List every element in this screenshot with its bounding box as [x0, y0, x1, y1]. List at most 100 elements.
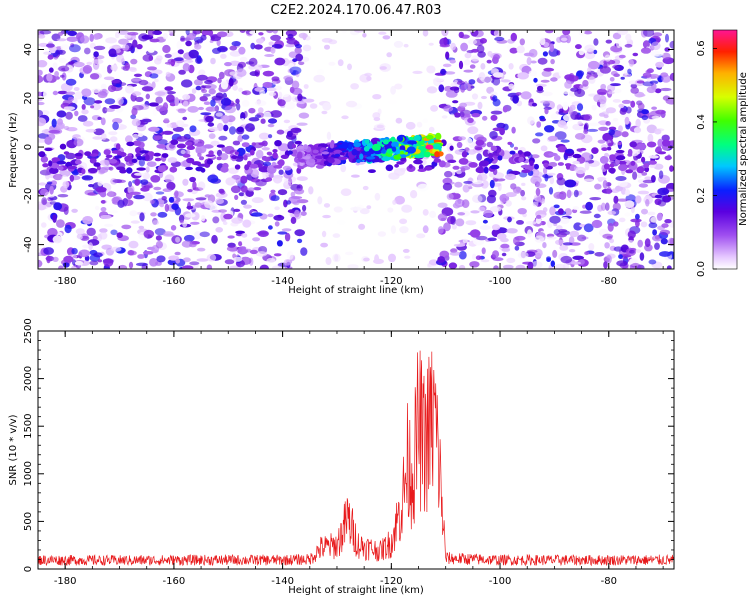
heatmap-cell [101, 65, 108, 74]
heatmap-cell [203, 93, 211, 97]
heatmap-cell [560, 139, 570, 143]
heatmap-cell [340, 164, 347, 173]
heatmap-cell [108, 131, 118, 136]
heatmap-cell [66, 36, 79, 42]
heatmap-cell [58, 57, 67, 63]
heatmap-cell [263, 111, 272, 119]
heatmap-cell [181, 79, 193, 88]
heatmap-cell [500, 79, 511, 83]
heatmap-cell [651, 115, 660, 120]
heatmap-cell [605, 39, 612, 44]
heatmap-cell [197, 247, 206, 252]
heatmap-cell [38, 109, 44, 117]
heatmap-cell [669, 40, 674, 49]
heatmap-cell [193, 79, 203, 86]
heatmap-cell [609, 77, 615, 82]
heatmap-cell [229, 71, 238, 76]
heatmap-cell [521, 169, 531, 174]
heatmap-cell [107, 190, 114, 198]
heatmap-cell [287, 150, 293, 155]
heatmap-cell [180, 149, 186, 155]
heatmap-cell [460, 84, 466, 93]
heatmap-cell [52, 235, 63, 244]
heatmap-cell [526, 57, 532, 66]
heatmap-cell [77, 115, 88, 122]
heatmap-cell [584, 44, 595, 52]
heatmap-cell [51, 157, 61, 163]
heatmap-cell [624, 200, 635, 208]
heatmap-cell [218, 71, 225, 80]
heatmap-cell [89, 33, 94, 42]
heatmap-cell [651, 175, 656, 183]
heatmap-panel: -180 -160 -140 -120 -100 -80 -40 -20 0 20 40 Heig… [8, 29, 675, 296]
heatmap-cell [531, 171, 543, 178]
heatmap-cell [100, 207, 107, 212]
heatmap-cell [266, 151, 273, 156]
heatmap-cell [350, 174, 360, 178]
heatmap-cell [155, 96, 163, 104]
heatmap-cell [454, 181, 463, 188]
heatmap-cell [625, 33, 632, 42]
heatmap-cell [259, 264, 269, 269]
heatmap-cell [249, 163, 259, 169]
heatmap-cell [55, 76, 60, 80]
heatmap-cell [164, 203, 170, 212]
heatmap-cell [247, 187, 255, 192]
heatmap-cell [63, 206, 69, 215]
heatmap-cell [527, 116, 535, 125]
heatmap-cell [661, 74, 671, 83]
heatmap-cell [457, 212, 466, 216]
heatmap-cell [576, 103, 584, 111]
heatmap-cell [91, 103, 101, 111]
heatmap-cell [324, 44, 330, 50]
heatmap-cell [594, 252, 605, 257]
heatmap-cell [651, 106, 657, 110]
heatmap-cell [637, 190, 650, 195]
heatmap-cell [167, 259, 177, 266]
heatmap-cell [664, 219, 672, 224]
heatmap-cell [541, 91, 553, 97]
heatmap-cell [38, 98, 43, 102]
heatmap-cell [258, 132, 270, 140]
y-tick-label: 40 [23, 43, 34, 56]
heatmap-cell [224, 259, 235, 265]
heatmap-cell [558, 229, 568, 233]
heatmap-cell [182, 116, 188, 121]
heatmap-cell [59, 143, 67, 150]
heatmap-cell [403, 43, 409, 48]
heatmap-cell [259, 90, 266, 96]
heatmap-cell [475, 139, 485, 146]
heatmap-cell [127, 31, 139, 36]
heatmap-cell [408, 164, 413, 169]
heatmap-cell [56, 219, 65, 228]
heatmap-cell [241, 99, 250, 107]
heatmap-cell [523, 151, 531, 157]
heatmap-cell [48, 129, 61, 134]
heatmap-cell [654, 242, 660, 250]
heatmap-cell [229, 50, 242, 57]
heatmap-cell [512, 95, 519, 104]
heatmap-cell [74, 91, 83, 100]
heatmap-cell [388, 100, 397, 105]
heatmap-cell [38, 146, 46, 153]
heatmap-cell [583, 30, 593, 35]
heatmap-cell [146, 161, 157, 168]
heatmap-cell [542, 51, 549, 57]
heatmap-cell [100, 214, 112, 219]
heatmap-cell [203, 101, 211, 105]
heatmap-cell [62, 262, 70, 268]
heatmap-cell [449, 113, 455, 121]
heatmap-cell [133, 73, 143, 78]
heatmap-cell [296, 122, 308, 126]
heatmap-cell [266, 30, 274, 34]
heatmap-cell [67, 165, 78, 170]
heatmap-cell [157, 165, 166, 173]
heatmap-cell [662, 195, 672, 203]
heatmap-cell [286, 251, 294, 260]
heatmap-cell [358, 223, 366, 230]
heatmap-cell [75, 228, 85, 235]
heatmap-cell [231, 174, 241, 180]
heatmap-cell [224, 62, 232, 67]
heatmap-cell [406, 146, 416, 154]
heatmap-cell [323, 160, 329, 166]
